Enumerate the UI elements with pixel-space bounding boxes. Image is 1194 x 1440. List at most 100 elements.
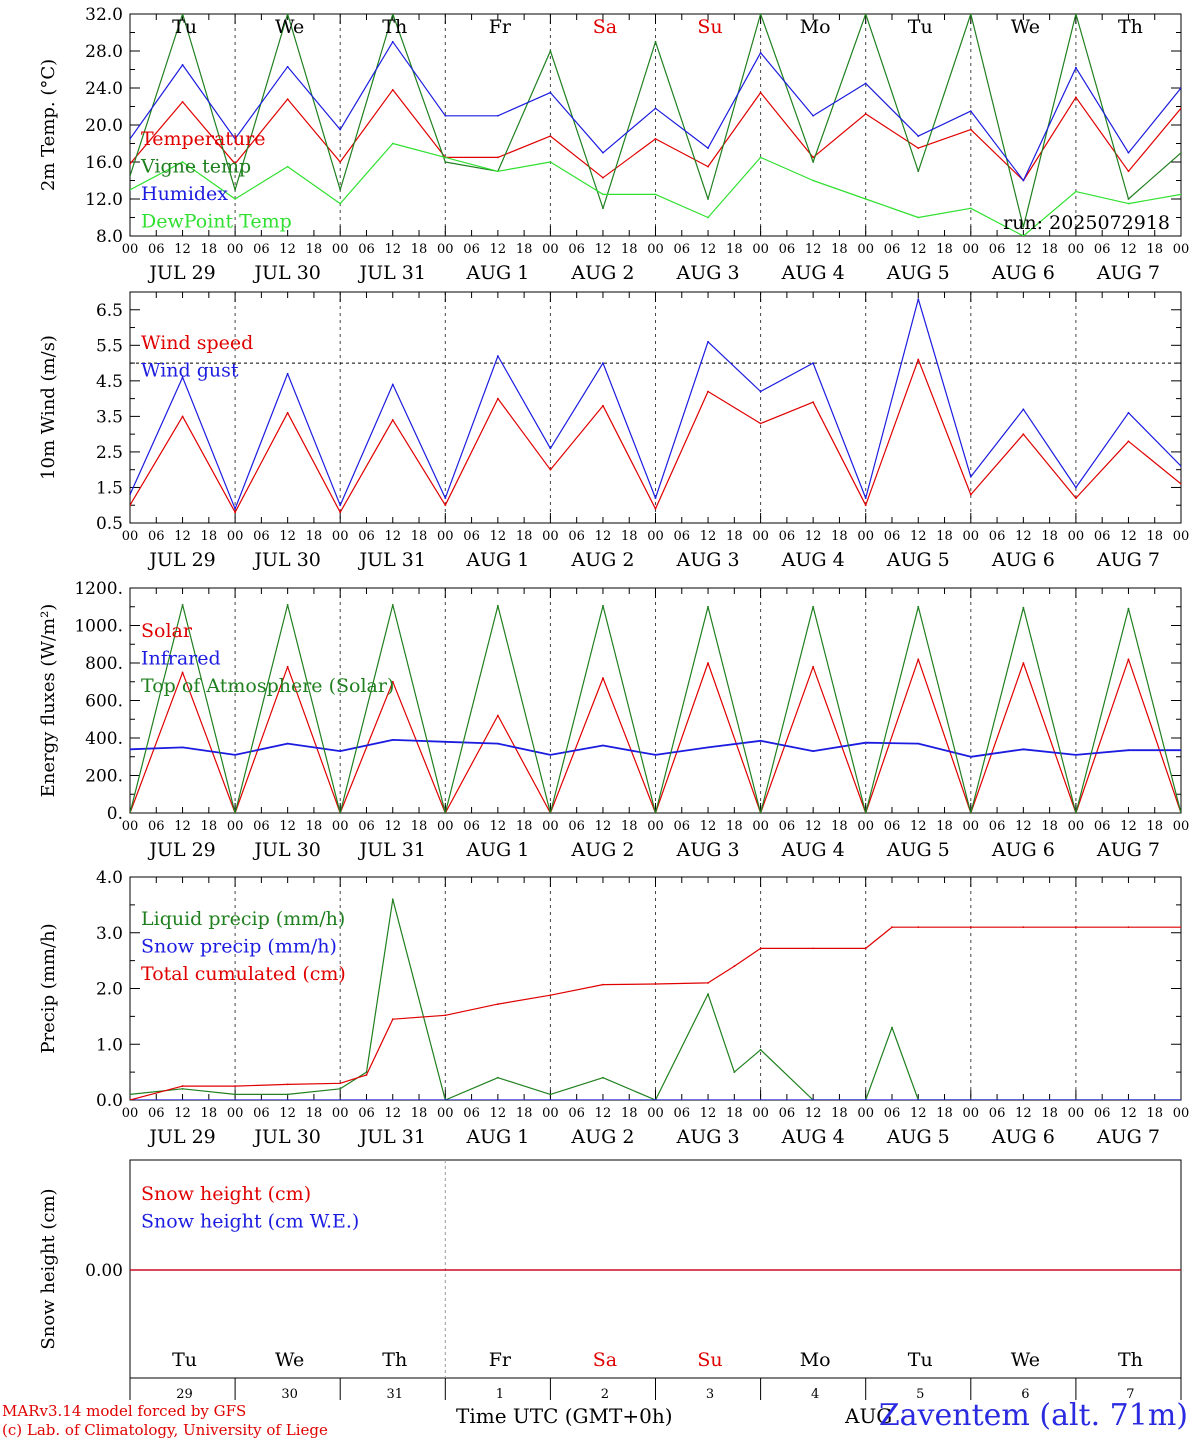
wind-data-point [812, 362, 815, 364]
precip-hour-label: 12 [1120, 1106, 1137, 1121]
precip-data-point [1127, 926, 1130, 929]
precip-hour-label: 00 [963, 1106, 980, 1121]
wind-data-point [181, 376, 184, 379]
temp-hour-label: 12 [490, 242, 507, 257]
precip-data-point [549, 994, 552, 997]
precip-data-point [1075, 926, 1077, 929]
energy-hour-label: 12 [384, 819, 401, 834]
temp-hour-label: 06 [989, 242, 1006, 257]
temp-weekday-label: We [1011, 16, 1040, 38]
energy-data-point [969, 755, 972, 758]
energy-data-point [496, 714, 499, 717]
precip-hour-label: 06 [884, 1106, 901, 1121]
wind-hour-label: 06 [779, 529, 796, 544]
temp-hour-label: 00 [542, 242, 559, 257]
energy-data-point [234, 812, 236, 813]
energy-data-point [1022, 662, 1025, 664]
precip-data-point [864, 1099, 867, 1100]
wind-date-label: AUG 1 [465, 549, 529, 571]
wind-hour-label: 00 [122, 529, 139, 544]
wind-data-point [864, 497, 867, 500]
energy-hour-label: 12 [1015, 819, 1032, 834]
wind-hour-label: 18 [1146, 529, 1163, 544]
energy-hour-label: 00 [963, 819, 980, 834]
temp-data-point [1127, 170, 1130, 173]
snow-day-number: 2 [601, 1387, 609, 1402]
wind-data-point [1127, 440, 1130, 443]
energy-data-point [917, 605, 920, 608]
temp-data-point [707, 198, 709, 200]
temp-hour-label: 00 [647, 242, 664, 257]
precip-data-point [602, 983, 604, 986]
precip-data-point [891, 1099, 893, 1100]
snow-weekday-label: Tu [908, 1349, 933, 1371]
precip-hour-label: 00 [1173, 1106, 1190, 1121]
wind-hour-label: 00 [1068, 529, 1085, 544]
energy-data-point [286, 742, 289, 745]
temp-hour-label: 12 [174, 242, 191, 257]
wind-data-point [391, 419, 394, 421]
precip-data-point [733, 965, 736, 968]
wind-hour-label: 00 [542, 529, 559, 544]
temp-data-point [391, 40, 394, 43]
temp-hour-label: 18 [726, 242, 743, 257]
temp-hour-label: 18 [516, 242, 533, 257]
precip-hour-label: 00 [332, 1106, 349, 1121]
wind-hour-label: 00 [437, 529, 454, 544]
precip-hour-label: 06 [358, 1106, 375, 1121]
energy-hour-label: 06 [674, 819, 691, 834]
temp-weekday-label: Sa [593, 16, 617, 38]
temp-data-point [602, 193, 604, 196]
precip-date-label: AUG 1 [465, 1126, 529, 1148]
wind-hour-label: 18 [201, 529, 218, 544]
temp-weekday-label: Mo [800, 16, 831, 38]
precip-hour-label: 00 [752, 1106, 769, 1121]
precip-data-point [759, 947, 762, 950]
temp-data-point [864, 198, 867, 200]
temp-legend-3: DewPoint Temp [141, 211, 292, 233]
wind-hour-label: 06 [253, 529, 270, 544]
precip-hour-label: 00 [437, 1106, 454, 1121]
wind-data-point [969, 493, 972, 496]
snow-weekday-label: Th [382, 1349, 407, 1371]
precip-hour-label: 18 [1146, 1106, 1163, 1121]
precip-data-point [365, 1099, 368, 1100]
energy-series-line [130, 604, 1181, 813]
energy-data-point [969, 812, 972, 813]
temp-data-point [654, 40, 657, 43]
precip-data-point [496, 1099, 499, 1100]
precip-data-point [181, 1087, 184, 1090]
precip-data-point [286, 1099, 289, 1100]
wind-data-point [1022, 408, 1025, 411]
temp-legend-2: Humidex [141, 183, 228, 205]
wind-hour-label: 18 [306, 529, 323, 544]
precip-hour-label: 06 [1094, 1106, 1111, 1121]
temp-data-point [759, 51, 762, 54]
wind-y-tick-label: 2.5 [96, 443, 123, 463]
energy-data-point [812, 665, 815, 668]
temp-weekday-label: Th [1118, 16, 1143, 38]
wind-data-point [496, 397, 499, 400]
wind-hour-label: 18 [831, 529, 848, 544]
precip-data-point [891, 1026, 893, 1029]
energy-hour-label: 00 [122, 819, 139, 834]
energy-legend-2: Top of Atmosphere (Solar) [141, 675, 394, 697]
energy-data-point [391, 680, 394, 683]
temp-data-point [130, 188, 131, 191]
energy-data-point [707, 746, 709, 749]
temp-data-point [654, 193, 657, 196]
energy-hour-label: 12 [174, 819, 191, 834]
temp-hour-label: 18 [831, 242, 848, 257]
energy-legend-1: Infrared [141, 648, 221, 670]
temp-hour-label: 00 [1173, 242, 1190, 257]
temp-data-point [496, 170, 499, 173]
wind-data-point [339, 504, 342, 507]
wind-data-point [234, 511, 237, 514]
temp-data-point [391, 14, 394, 15]
wind-data-point [1075, 486, 1077, 489]
energy-hour-label: 12 [490, 819, 507, 834]
energy-hour-label: 06 [148, 819, 165, 834]
wind-y-tick-label: 5.5 [96, 336, 123, 356]
precip-data-point [812, 1099, 815, 1100]
lab-credit: (c) Lab. of Climatology, University of L… [2, 1421, 328, 1439]
